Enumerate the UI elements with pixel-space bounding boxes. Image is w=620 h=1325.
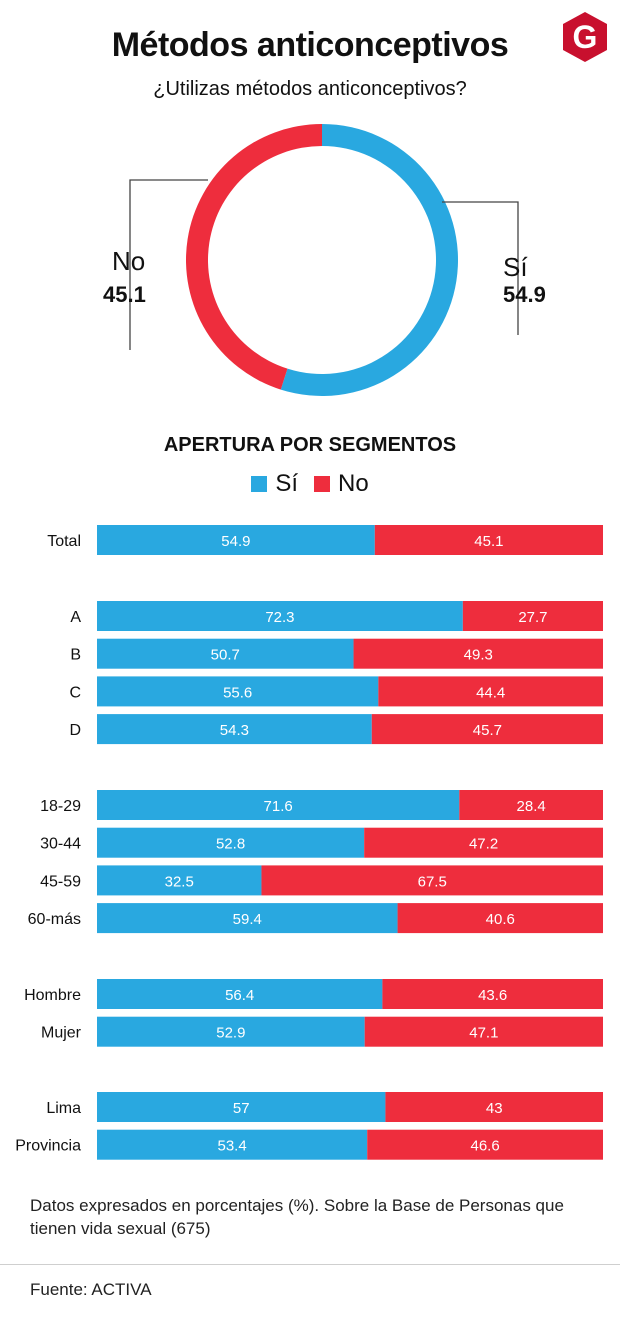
- category-label-lima: Lima: [46, 1100, 81, 1117]
- bar-si-total: [97, 525, 375, 555]
- bar-no-a: [462, 601, 603, 631]
- value-label-no-60-m-s: 40.6: [486, 911, 515, 928]
- value-label-si-b: 50.7: [211, 647, 240, 664]
- value-label-no-provincia: 46.6: [471, 1138, 500, 1155]
- category-label-hombre: Hombre: [24, 987, 81, 1004]
- category-label-45-59: 45-59: [40, 873, 81, 890]
- bar-no-60-m-s: [397, 903, 603, 934]
- value-label-si-hombre: 56.4: [225, 987, 254, 1004]
- leader-line-si: [442, 201, 519, 335]
- category-label-total: Total: [47, 533, 81, 550]
- logo-letter: G: [573, 19, 598, 55]
- bar-si-provincia: [97, 1129, 368, 1160]
- value-label-no-d: 45.7: [473, 722, 502, 739]
- bar-si-hombre: [97, 979, 383, 1009]
- category-label-a: A: [70, 609, 81, 626]
- category-label-18-29: 18-29: [40, 798, 81, 815]
- legend-swatch-no: [314, 476, 330, 492]
- category-label-b: B: [70, 647, 81, 664]
- brand-logo: G: [563, 12, 607, 62]
- value-label-no-30-44: 47.2: [469, 836, 498, 853]
- bar-si-a: [97, 601, 463, 631]
- footer-divider: [0, 1264, 620, 1265]
- donut-label-si: Sí: [503, 252, 528, 282]
- value-label-si-d: 54.3: [220, 722, 249, 739]
- donut-label-no: No: [112, 246, 146, 276]
- value-label-si-total: 54.9: [221, 533, 250, 550]
- category-label-d: D: [69, 722, 81, 739]
- bar-si-45-59: [97, 865, 262, 896]
- value-label-si-provincia: 53.4: [218, 1138, 247, 1155]
- donut-question: ¿Utilizas métodos anticonceptivos?: [153, 78, 467, 100]
- legend-item-si: Sí: [251, 470, 298, 498]
- bar-no-30-44: [364, 827, 603, 858]
- donut-value-si: 54.9: [503, 282, 546, 307]
- value-label-no-hombre: 43.6: [478, 987, 507, 1004]
- bar-si-b: [97, 638, 354, 669]
- bar-no-hombre: [382, 979, 603, 1009]
- legend-item-no: No: [314, 470, 369, 498]
- footnote: Datos expresados en porcentajes (%). Sob…: [30, 1196, 564, 1238]
- bar-no-45-59: [261, 865, 603, 896]
- category-label-30-44: 30-44: [40, 836, 81, 853]
- bar-no-d: [371, 714, 603, 745]
- donut-value-no: 45.1: [103, 282, 146, 307]
- donut-slice-no: [185, 124, 322, 390]
- logo-hexagon: [563, 12, 607, 62]
- value-label-no-b: 49.3: [464, 647, 493, 664]
- bar-si-30-44: [97, 827, 365, 858]
- value-label-no-total: 45.1: [474, 533, 503, 550]
- category-label-c: C: [69, 684, 81, 701]
- value-label-si-lima: 57: [233, 1100, 250, 1117]
- bar-no-18-29: [459, 790, 603, 820]
- legend: Sí No: [0, 470, 620, 498]
- bar-si-lima: [97, 1092, 386, 1122]
- bar-no-provincia: [367, 1129, 603, 1160]
- bar-no-total: [374, 525, 603, 555]
- category-label-60-m-s: 60-más: [28, 911, 81, 928]
- value-label-si-18-29: 71.6: [264, 798, 293, 815]
- donut-chart: [129, 124, 519, 396]
- category-label-mujer: Mujer: [41, 1025, 82, 1042]
- value-label-si-45-59: 32.5: [165, 873, 194, 890]
- value-label-si-30-44: 52.8: [216, 836, 245, 853]
- donut-slice-si: [280, 124, 458, 396]
- value-label-no-45-59: 67.5: [418, 873, 447, 890]
- legend-swatch-si: [251, 476, 268, 492]
- page-title: Métodos anticonceptivos: [111, 26, 509, 64]
- bar-no-b: [353, 638, 603, 669]
- bar-no-c: [378, 676, 603, 707]
- segments-title: APERTURA POR SEGMENTOS: [163, 434, 457, 456]
- value-label-no-c: 44.4: [476, 684, 505, 701]
- bar-si-18-29: [97, 790, 460, 820]
- value-label-no-mujer: 47.1: [469, 1025, 498, 1042]
- bar-si-mujer: [97, 1016, 365, 1047]
- value-label-si-c: 55.6: [223, 684, 252, 701]
- bar-no-mujer: [364, 1016, 603, 1047]
- value-label-si-a: 72.3: [265, 609, 294, 626]
- value-label-si-60-m-s: 59.4: [233, 911, 262, 928]
- legend-label-si: Sí: [275, 470, 298, 497]
- value-label-no-lima: 43: [486, 1100, 503, 1117]
- source-text: Fuente: ACTIVA: [30, 1280, 152, 1299]
- value-label-si-mujer: 52.9: [216, 1025, 245, 1042]
- value-label-no-a: 27.7: [518, 609, 547, 626]
- bar-si-d: [97, 714, 372, 745]
- legend-label-no: No: [338, 470, 369, 497]
- value-label-no-18-29: 28.4: [517, 798, 546, 815]
- leader-line-no: [129, 179, 208, 350]
- bar-no-lima: [385, 1092, 603, 1122]
- category-label-provincia: Provincia: [15, 1138, 81, 1155]
- bar-si-c: [97, 676, 379, 707]
- bar-si-60-m-s: [97, 903, 398, 934]
